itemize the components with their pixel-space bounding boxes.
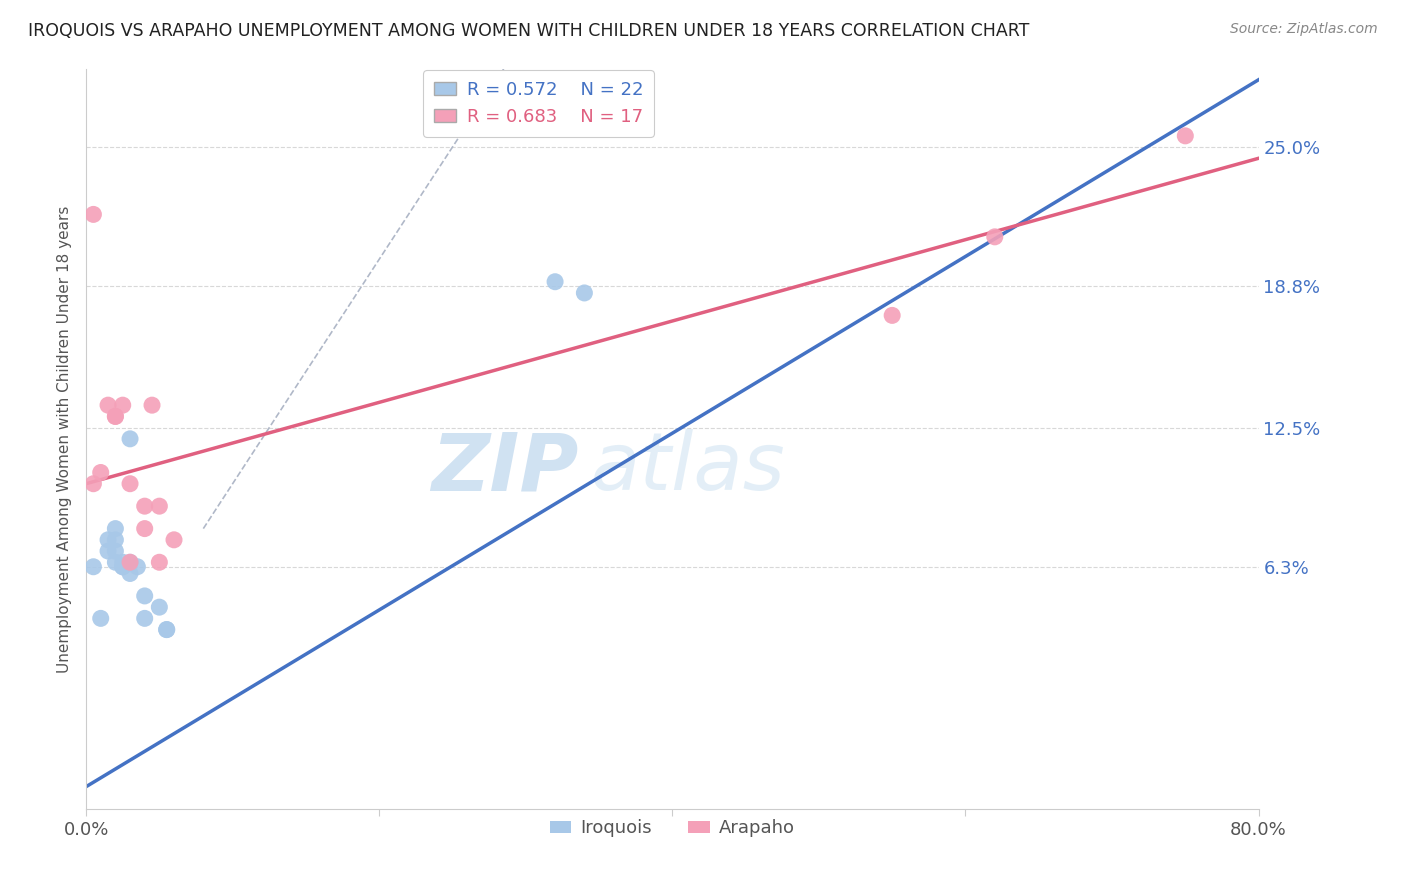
Point bbox=[104, 533, 127, 547]
Point bbox=[134, 589, 156, 603]
Point bbox=[148, 555, 170, 569]
Point bbox=[156, 623, 179, 637]
Point bbox=[984, 230, 1007, 244]
Point bbox=[544, 275, 567, 289]
Point bbox=[104, 555, 127, 569]
Point bbox=[163, 533, 186, 547]
Point bbox=[90, 466, 112, 480]
Point bbox=[82, 207, 104, 221]
Point bbox=[118, 566, 141, 581]
Text: ZIP: ZIP bbox=[432, 429, 578, 508]
Legend: Iroquois, Arapaho: Iroquois, Arapaho bbox=[543, 812, 801, 845]
Point bbox=[104, 409, 127, 424]
Text: atlas: atlas bbox=[591, 429, 785, 508]
Point bbox=[148, 600, 170, 615]
Point bbox=[111, 559, 134, 574]
Point bbox=[111, 559, 134, 574]
Point bbox=[134, 611, 156, 625]
Point bbox=[882, 309, 904, 323]
Point bbox=[118, 432, 141, 446]
Point bbox=[127, 559, 149, 574]
Point bbox=[156, 623, 179, 637]
Point bbox=[111, 398, 134, 412]
Point bbox=[82, 476, 104, 491]
Point bbox=[148, 499, 170, 513]
Point bbox=[90, 611, 112, 625]
Point bbox=[104, 544, 127, 558]
Point bbox=[97, 533, 120, 547]
Point bbox=[118, 555, 141, 569]
Point bbox=[104, 522, 127, 536]
Y-axis label: Unemployment Among Women with Children Under 18 years: Unemployment Among Women with Children U… bbox=[58, 205, 72, 673]
Point bbox=[118, 476, 141, 491]
Point bbox=[118, 555, 141, 569]
Text: Source: ZipAtlas.com: Source: ZipAtlas.com bbox=[1230, 22, 1378, 37]
Point bbox=[134, 499, 156, 513]
Point bbox=[97, 398, 120, 412]
Point bbox=[574, 285, 596, 300]
Point bbox=[1174, 128, 1197, 143]
Point bbox=[111, 555, 134, 569]
Point bbox=[141, 398, 163, 412]
Text: IROQUOIS VS ARAPAHO UNEMPLOYMENT AMONG WOMEN WITH CHILDREN UNDER 18 YEARS CORREL: IROQUOIS VS ARAPAHO UNEMPLOYMENT AMONG W… bbox=[28, 22, 1029, 40]
Point bbox=[82, 559, 104, 574]
Point bbox=[104, 409, 127, 424]
Point bbox=[97, 544, 120, 558]
Point bbox=[134, 522, 156, 536]
